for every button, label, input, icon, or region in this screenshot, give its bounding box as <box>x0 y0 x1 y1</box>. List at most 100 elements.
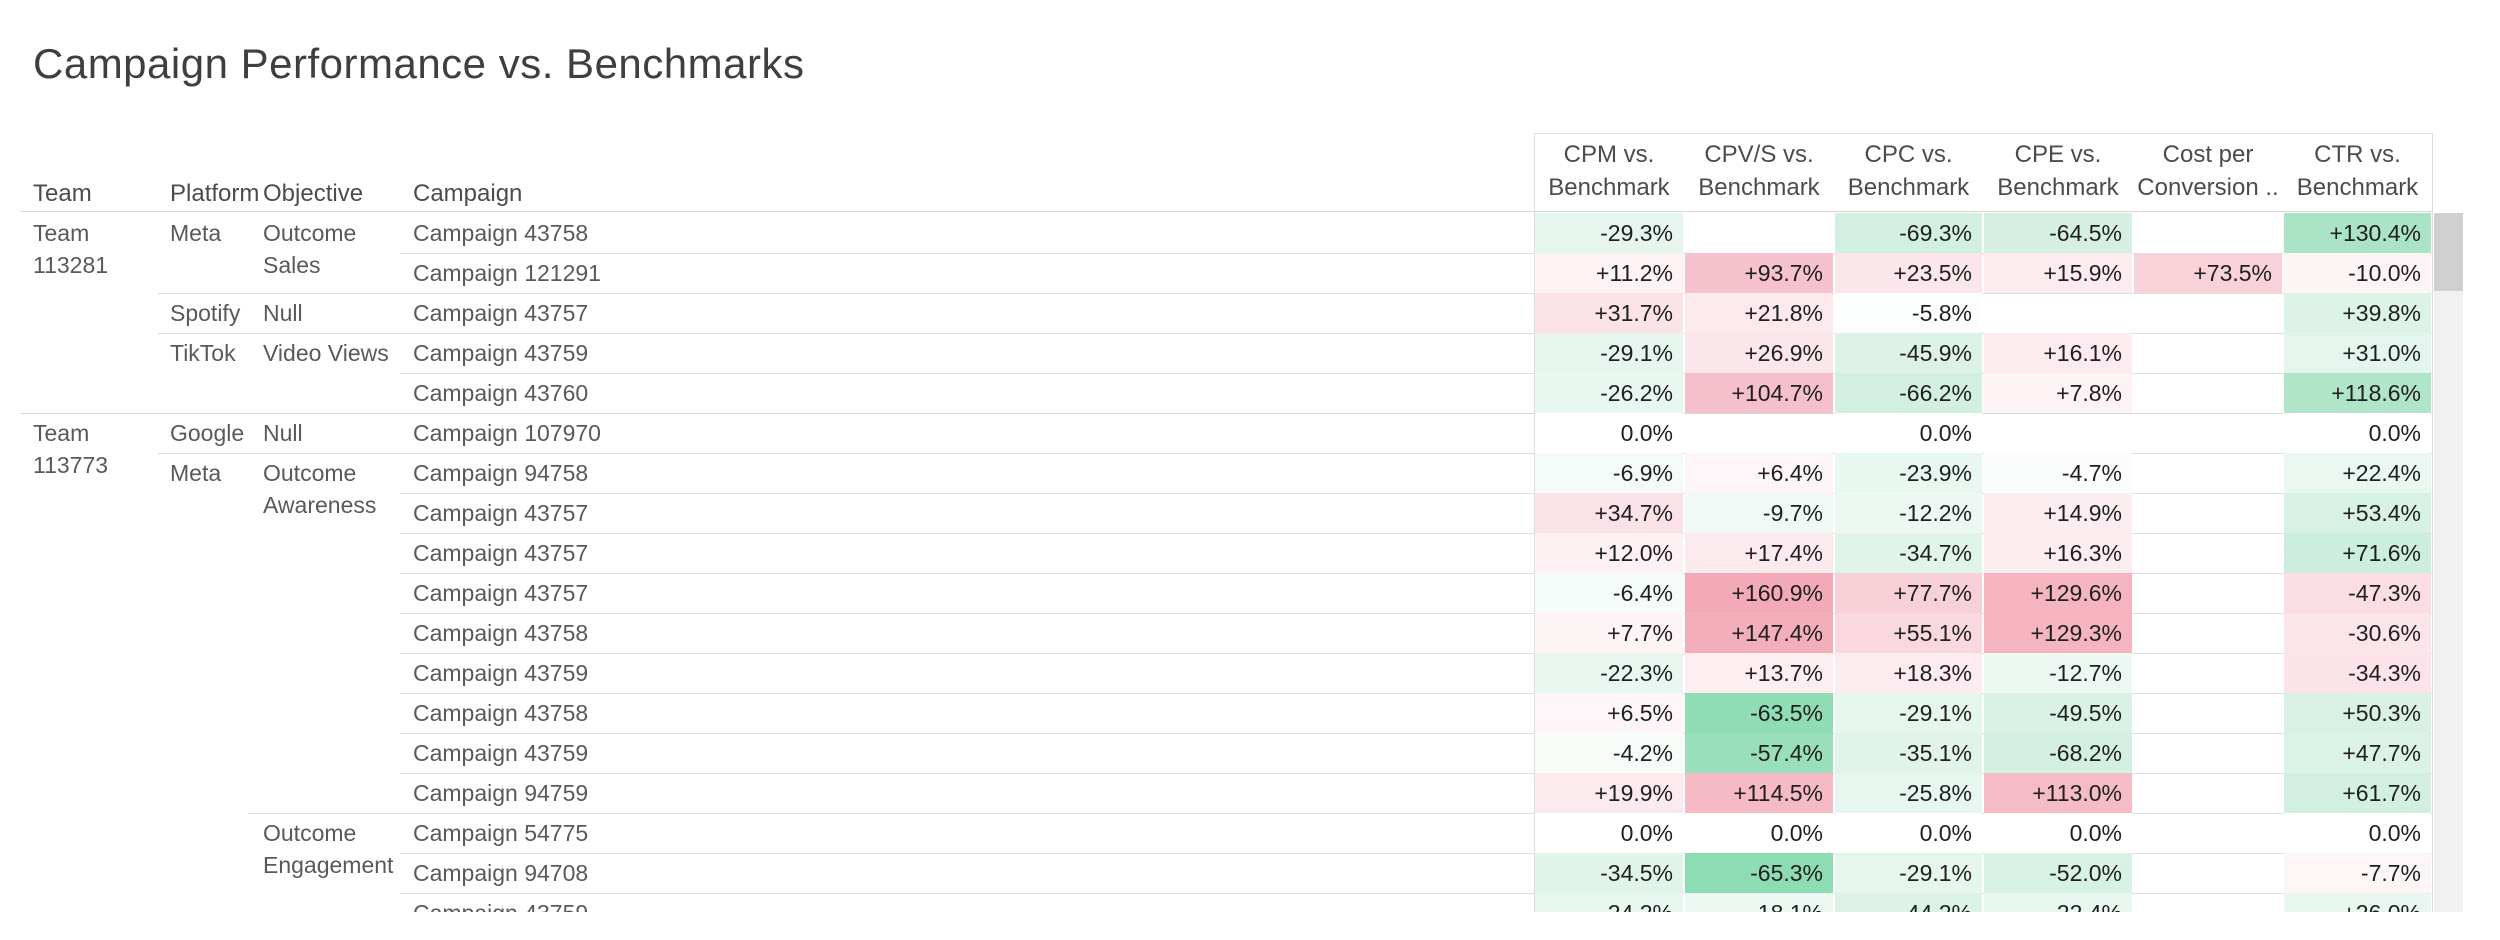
value-cell[interactable]: -4.7% <box>1984 453 2132 493</box>
campaign-label[interactable]: Campaign 43758 <box>413 700 589 726</box>
value-cell[interactable]: +71.6% <box>2284 533 2431 573</box>
value-cell[interactable]: +118.6% <box>2284 373 2431 413</box>
value-cell[interactable]: -44.2% <box>1835 893 1982 912</box>
campaign-label[interactable]: Campaign 43757 <box>413 540 589 566</box>
value-cell[interactable]: -66.2% <box>1835 373 1982 413</box>
value-cell[interactable]: -29.1% <box>1535 333 1683 373</box>
value-cell[interactable]: +16.3% <box>1984 533 2132 573</box>
value-cell[interactable]: +26.0% <box>2284 893 2431 912</box>
value-cell[interactable]: -63.5% <box>1685 693 1833 733</box>
value-cell[interactable]: +16.1% <box>1984 333 2132 373</box>
campaign-label[interactable]: Campaign 94708 <box>413 860 589 886</box>
value-cell[interactable]: +55.1% <box>1835 613 1982 653</box>
value-cell[interactable]: -26.2% <box>1535 373 1683 413</box>
value-cell[interactable]: +114.5% <box>1685 773 1833 813</box>
measure-header-2[interactable]: CPV/S vs. Benchmark <box>1684 138 1834 204</box>
value-cell[interactable]: -47.3% <box>2284 573 2431 613</box>
value-cell[interactable]: -29.1% <box>1835 693 1982 733</box>
campaign-label[interactable]: Campaign 43757 <box>413 500 589 526</box>
value-cell[interactable]: -6.9% <box>1535 453 1683 493</box>
value-cell[interactable]: -34.3% <box>2284 653 2431 693</box>
value-cell[interactable]: +129.3% <box>1984 613 2132 653</box>
campaign-label[interactable]: Campaign 43757 <box>413 580 589 606</box>
value-cell[interactable]: -35.1% <box>1835 733 1982 773</box>
value-cell[interactable]: +130.4% <box>2284 213 2431 253</box>
value-cell[interactable]: +53.4% <box>2284 493 2431 533</box>
value-cell[interactable]: +77.7% <box>1835 573 1982 613</box>
platform-label[interactable]: Meta <box>170 460 222 486</box>
objective-label[interactable]: Outcome Sales <box>263 220 357 278</box>
campaign-label[interactable]: Campaign 43757 <box>413 300 589 326</box>
platform-label[interactable]: Meta <box>170 220 222 246</box>
value-cell[interactable]: 0.0% <box>1685 813 1833 853</box>
value-cell[interactable]: +104.7% <box>1685 373 1833 413</box>
value-cell[interactable]: +7.8% <box>1984 373 2132 413</box>
value-cell[interactable]: -30.6% <box>2284 613 2431 653</box>
value-cell[interactable]: +15.9% <box>1984 253 2132 293</box>
value-cell[interactable]: -34.5% <box>1535 853 1683 893</box>
value-cell[interactable]: +7.7% <box>1535 613 1683 653</box>
value-cell[interactable]: +31.0% <box>2284 333 2431 373</box>
campaign-label[interactable]: Campaign 43759 <box>413 897 833 912</box>
value-cell[interactable]: -12.7% <box>1984 653 2132 693</box>
objective-label[interactable]: Outcome Awareness <box>263 460 377 518</box>
value-cell[interactable]: +23.5% <box>1835 253 1982 293</box>
value-cell[interactable]: +19.9% <box>1535 773 1683 813</box>
objective-label[interactable]: Outcome Engagement <box>263 820 394 878</box>
value-cell[interactable]: -10.0% <box>2284 253 2431 293</box>
value-cell[interactable]: +6.4% <box>1685 453 1833 493</box>
value-cell[interactable]: -18.1% <box>1685 893 1833 912</box>
team-label[interactable]: Team 113281 <box>33 220 109 278</box>
value-cell[interactable]: -6.4% <box>1535 573 1683 613</box>
value-cell[interactable]: 0.0% <box>1984 813 2132 853</box>
value-cell[interactable]: -49.5% <box>1984 693 2132 733</box>
value-cell[interactable]: +17.4% <box>1685 533 1833 573</box>
value-cell[interactable]: +6.5% <box>1535 693 1683 733</box>
value-cell[interactable]: -29.1% <box>1835 853 1982 893</box>
value-cell[interactable]: -52.0% <box>1984 853 2132 893</box>
campaign-label[interactable]: Campaign 43758 <box>413 220 589 246</box>
campaign-label[interactable]: Campaign 107970 <box>413 420 601 446</box>
value-cell[interactable]: +22.4% <box>2284 453 2431 493</box>
campaign-label[interactable]: Campaign 94759 <box>413 780 589 806</box>
value-cell[interactable]: -25.8% <box>1835 773 1982 813</box>
value-cell[interactable]: +113.0% <box>1984 773 2132 813</box>
campaign-label[interactable]: Campaign 43760 <box>413 380 589 406</box>
measure-header-3[interactable]: CPC vs. Benchmark <box>1834 138 1983 204</box>
campaign-label[interactable]: Campaign 94758 <box>413 460 589 486</box>
value-cell[interactable]: -68.2% <box>1984 733 2132 773</box>
value-cell[interactable]: +13.7% <box>1685 653 1833 693</box>
value-cell[interactable]: 0.0% <box>1835 813 1982 853</box>
value-cell[interactable]: +18.3% <box>1835 653 1982 693</box>
value-cell[interactable]: +12.0% <box>1535 533 1683 573</box>
value-cell[interactable]: -34.7% <box>1835 533 1982 573</box>
measure-header-1[interactable]: CPM vs. Benchmark <box>1534 138 1684 204</box>
value-cell[interactable]: -65.3% <box>1685 853 1833 893</box>
value-cell[interactable]: 0.0% <box>2284 813 2431 853</box>
value-cell[interactable]: +14.9% <box>1984 493 2132 533</box>
measure-header-5[interactable]: Cost per Conversion .. <box>2133 138 2283 204</box>
campaign-label[interactable]: Campaign 43759 <box>413 660 589 686</box>
column-header-objective[interactable]: Objective <box>263 180 364 207</box>
campaign-label[interactable]: Campaign 43759 <box>413 340 589 366</box>
column-header-team[interactable]: Team <box>33 180 92 207</box>
campaign-label[interactable]: Campaign 121291 <box>413 260 601 286</box>
value-cell[interactable]: +61.7% <box>2284 773 2431 813</box>
value-cell[interactable]: +93.7% <box>1685 253 1833 293</box>
campaign-label[interactable]: Campaign 54775 <box>413 820 589 846</box>
value-cell[interactable]: -64.5% <box>1984 213 2132 253</box>
value-cell[interactable]: -7.7% <box>2284 853 2431 893</box>
measure-header-4[interactable]: CPE vs. Benchmark <box>1983 138 2133 204</box>
value-cell[interactable]: -12.2% <box>1835 493 1982 533</box>
value-cell[interactable]: +39.8% <box>2284 293 2431 333</box>
value-cell[interactable]: 0.0% <box>1535 813 1683 853</box>
value-cell[interactable]: 0.0% <box>1535 413 1683 453</box>
value-cell[interactable]: -22.3% <box>1535 653 1683 693</box>
value-cell[interactable]: -57.4% <box>1685 733 1833 773</box>
value-cell[interactable]: -9.7% <box>1685 493 1833 533</box>
value-cell[interactable]: -69.3% <box>1835 213 1982 253</box>
objective-label[interactable]: Video Views <box>263 340 389 366</box>
value-cell[interactable]: +31.7% <box>1535 293 1683 333</box>
campaign-label[interactable]: Campaign 43759 <box>413 740 589 766</box>
column-header-campaign[interactable]: Campaign <box>413 180 523 207</box>
